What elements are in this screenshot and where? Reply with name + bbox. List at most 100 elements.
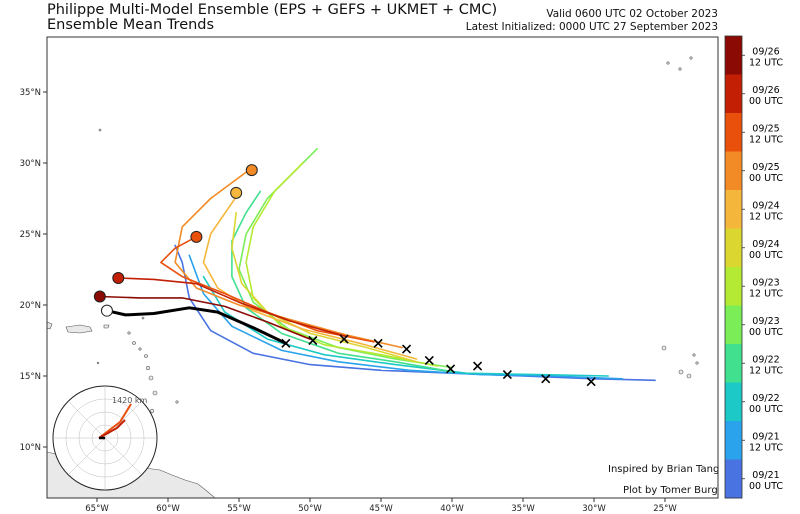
colorbar-segment [725, 113, 742, 152]
track-line [245, 162, 439, 367]
lon-tick-label: 65°W [85, 504, 109, 514]
colorbar-segment [725, 305, 742, 345]
track-endpoint [245, 164, 258, 177]
colorbar-time: 12 UTC [749, 442, 783, 453]
inset-spoke [68, 401, 106, 439]
colorbar-date: 09/23 [752, 277, 779, 288]
lat-tick-label: 15°N [20, 372, 41, 382]
lat-tick-label: 35°N [20, 88, 41, 98]
distance-inset: 1420 km [52, 385, 158, 491]
credit-inspired: Inspired by Brian Tang [608, 464, 719, 475]
initial-position-x [373, 338, 383, 348]
initial-position-x [424, 355, 434, 365]
track-line [105, 306, 288, 345]
colorbar-date: 09/24 [752, 239, 779, 250]
track-endpoint [230, 186, 243, 199]
initial-position-x [281, 338, 291, 348]
inset-spoke [104, 437, 142, 475]
track-line [174, 169, 404, 349]
colorbar-segment [725, 36, 742, 75]
colorbar-segment [725, 151, 742, 191]
latest-init: Latest Initialized: 0000 UTC 27 Septembe… [465, 20, 718, 33]
lon-tick-label: 60°W [156, 504, 180, 514]
colorbar-time: 00 UTC [749, 481, 783, 492]
lon-tick-label: 50°W [298, 504, 322, 514]
track-line [117, 277, 347, 337]
colorbar-date: 09/21 [752, 431, 779, 442]
colorbar-time: 12 UTC [749, 57, 783, 68]
initial-position-x [308, 335, 318, 346]
colorbar-time: 12 UTC [749, 288, 783, 299]
colorbar-segment [725, 459, 742, 499]
track-endpoint [100, 304, 113, 317]
colorbar-segment [725, 74, 742, 114]
colorbar-time: 12 UTC [749, 134, 783, 145]
inset-range-label: 1420 km [112, 396, 148, 405]
colorbar-time: 12 UTC [749, 211, 783, 222]
initial-position-x [541, 374, 551, 384]
colorbar-date: 09/22 [752, 354, 779, 365]
colorbar-frame [724, 35, 743, 499]
colorbar-segment [725, 382, 742, 422]
axis-ticks: 65°W 60°W 55°W 50°W 45°W 40°W 35°W 30°W 25°W 35°N… [20, 88, 678, 514]
lat-tick-label: 10°N [20, 443, 41, 453]
track-line [202, 275, 609, 377]
inset-vector [98, 419, 126, 439]
initial-position-x [401, 344, 412, 354]
colorbar-segment [725, 228, 742, 268]
colorbar-date: 09/25 [752, 162, 779, 173]
colorbar-date: 09/22 [752, 393, 779, 404]
lat-tick-label: 25°N [20, 230, 41, 240]
initial-position-x [339, 334, 349, 344]
colorbar-segment [725, 190, 742, 229]
colorbar-date: 09/26 [752, 85, 779, 96]
chart-title: Philippe Multi-Model Ensemble (EPS + GEF… [47, 2, 498, 18]
track-line [160, 236, 375, 343]
inset-vectors [98, 403, 132, 440]
colorbar-segment [725, 267, 742, 306]
inset-vector [98, 403, 132, 439]
valid-time: Valid 0600 UTC 02 October 2023 [546, 8, 718, 20]
lon-tick-label: 55°W [227, 504, 251, 514]
track-endpoints [93, 164, 258, 317]
credit-author: Plot by Tomer Burg [623, 485, 718, 496]
track-endpoint [93, 290, 106, 303]
lon-tick-label: 25°W [653, 504, 677, 514]
colorbar-date: 09/21 [752, 470, 779, 481]
track-endpoint [190, 230, 203, 243]
colorbar-time: 12 UTC [749, 365, 783, 376]
colorbar-segment [725, 344, 742, 383]
colorbar-time: 00 UTC [749, 173, 783, 184]
valid-info: Valid 0600 UTC 02 October 2023 Latest In… [466, 8, 718, 33]
lon-tick-label: 45°W [369, 504, 393, 514]
initial-position-x [446, 364, 456, 374]
colorbar-segment [725, 421, 742, 460]
lat-tick-label: 20°N [20, 301, 41, 311]
lat-tick-label: 30°N [20, 159, 41, 169]
chart-subtitle: Ensemble Mean Trends [47, 17, 215, 33]
colorbar-date: 09/26 [752, 46, 779, 57]
lon-tick-label: 35°W [511, 504, 535, 514]
track-line [99, 295, 311, 340]
track-lines [99, 148, 656, 382]
inset-spoke [68, 437, 106, 475]
colorbar-date: 09/23 [752, 316, 779, 327]
colorbar-time: 00 UTC [749, 404, 783, 415]
map-frame [46, 36, 719, 499]
lon-tick-label: 30°W [582, 504, 606, 514]
track-endpoint [112, 272, 125, 285]
colorbar-date: 09/24 [752, 200, 779, 211]
initial-position-marks [281, 334, 596, 387]
colorbar-time: 00 UTC [749, 327, 783, 338]
colorbar-time: 00 UTC [749, 250, 783, 261]
colorbar-time: 00 UTC [749, 96, 783, 107]
colorbar-date: 09/25 [752, 123, 779, 134]
track-line [202, 192, 418, 360]
initial-position-x [502, 370, 512, 380]
lon-tick-label: 40°W [440, 504, 464, 514]
inset-grid [53, 386, 157, 490]
initial-position-x [586, 377, 596, 387]
initial-position-x [472, 361, 483, 371]
